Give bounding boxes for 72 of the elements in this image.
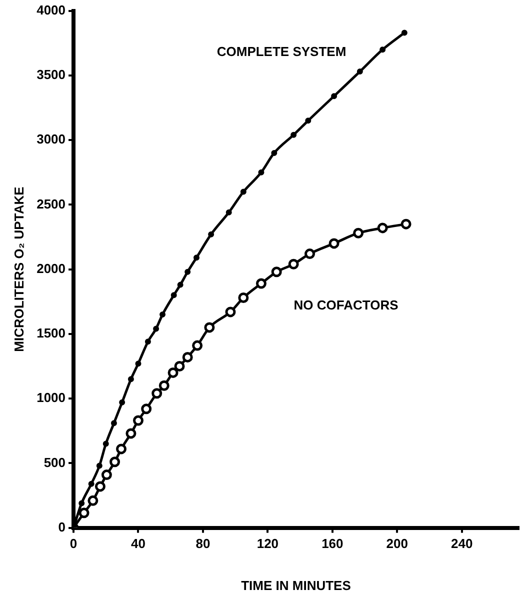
point xyxy=(184,268,191,275)
y-tick-label: 4000 xyxy=(36,2,66,18)
point xyxy=(256,278,266,289)
point xyxy=(401,30,408,36)
x-tick-label: 120 xyxy=(256,536,279,552)
point xyxy=(177,282,184,288)
point xyxy=(170,292,177,298)
point xyxy=(152,388,162,399)
point xyxy=(144,338,151,345)
point xyxy=(135,360,142,367)
point xyxy=(258,169,264,176)
point xyxy=(290,132,297,138)
y-axis-title: MICROLITERS O₂ UPTAKE xyxy=(11,186,26,352)
y-tick-label: 3000 xyxy=(36,132,66,147)
point xyxy=(110,456,120,468)
point xyxy=(132,415,144,426)
point xyxy=(400,218,412,230)
point xyxy=(160,312,166,318)
y-tick-label: 2000 xyxy=(36,260,66,276)
x-tick-label: 0 xyxy=(70,536,78,552)
point xyxy=(304,248,316,260)
point xyxy=(88,480,94,487)
point xyxy=(226,209,232,216)
point xyxy=(182,352,193,362)
point xyxy=(328,238,340,249)
point xyxy=(128,376,134,382)
point xyxy=(271,150,278,156)
x-axis-title: TIME IN MINUTES xyxy=(241,578,352,593)
y-tick-label: 1500 xyxy=(36,326,66,341)
point xyxy=(168,367,178,378)
x-tick-label: 160 xyxy=(322,536,344,552)
point xyxy=(288,258,299,270)
point xyxy=(380,46,386,53)
point xyxy=(78,508,90,518)
point xyxy=(204,322,215,333)
x-tick-label: 80 xyxy=(196,536,210,552)
y-tick-label: 2500 xyxy=(36,196,66,212)
point xyxy=(126,428,136,439)
x-tick-label: 40 xyxy=(131,536,146,552)
point xyxy=(94,481,106,492)
x-tick-label: 240 xyxy=(451,536,473,552)
point xyxy=(110,420,117,426)
point xyxy=(158,380,170,391)
point xyxy=(192,340,203,351)
point xyxy=(208,231,214,238)
point xyxy=(116,444,127,454)
point xyxy=(174,360,185,372)
point xyxy=(78,500,85,506)
point xyxy=(271,266,282,278)
y-tick-label: 1000 xyxy=(36,390,66,406)
y-tick-label: 500 xyxy=(44,454,66,470)
point xyxy=(141,404,152,414)
point xyxy=(353,228,364,238)
point xyxy=(119,399,126,406)
point xyxy=(356,68,363,75)
y-tick-label: 0 xyxy=(58,519,66,534)
x-tick-label: 200 xyxy=(386,536,408,552)
point xyxy=(193,254,200,261)
series-label: COMPLETE SYSTEM xyxy=(216,44,346,60)
point xyxy=(238,292,249,303)
text: NO COFACTORS xyxy=(294,297,399,312)
point xyxy=(305,118,312,124)
point xyxy=(96,462,102,469)
point xyxy=(377,222,388,234)
point xyxy=(101,470,112,480)
point xyxy=(153,326,160,332)
point xyxy=(225,306,236,318)
point xyxy=(331,93,338,100)
point xyxy=(88,495,98,506)
point xyxy=(240,188,246,195)
point xyxy=(102,440,109,447)
y-tick-label: 3500 xyxy=(36,67,66,82)
